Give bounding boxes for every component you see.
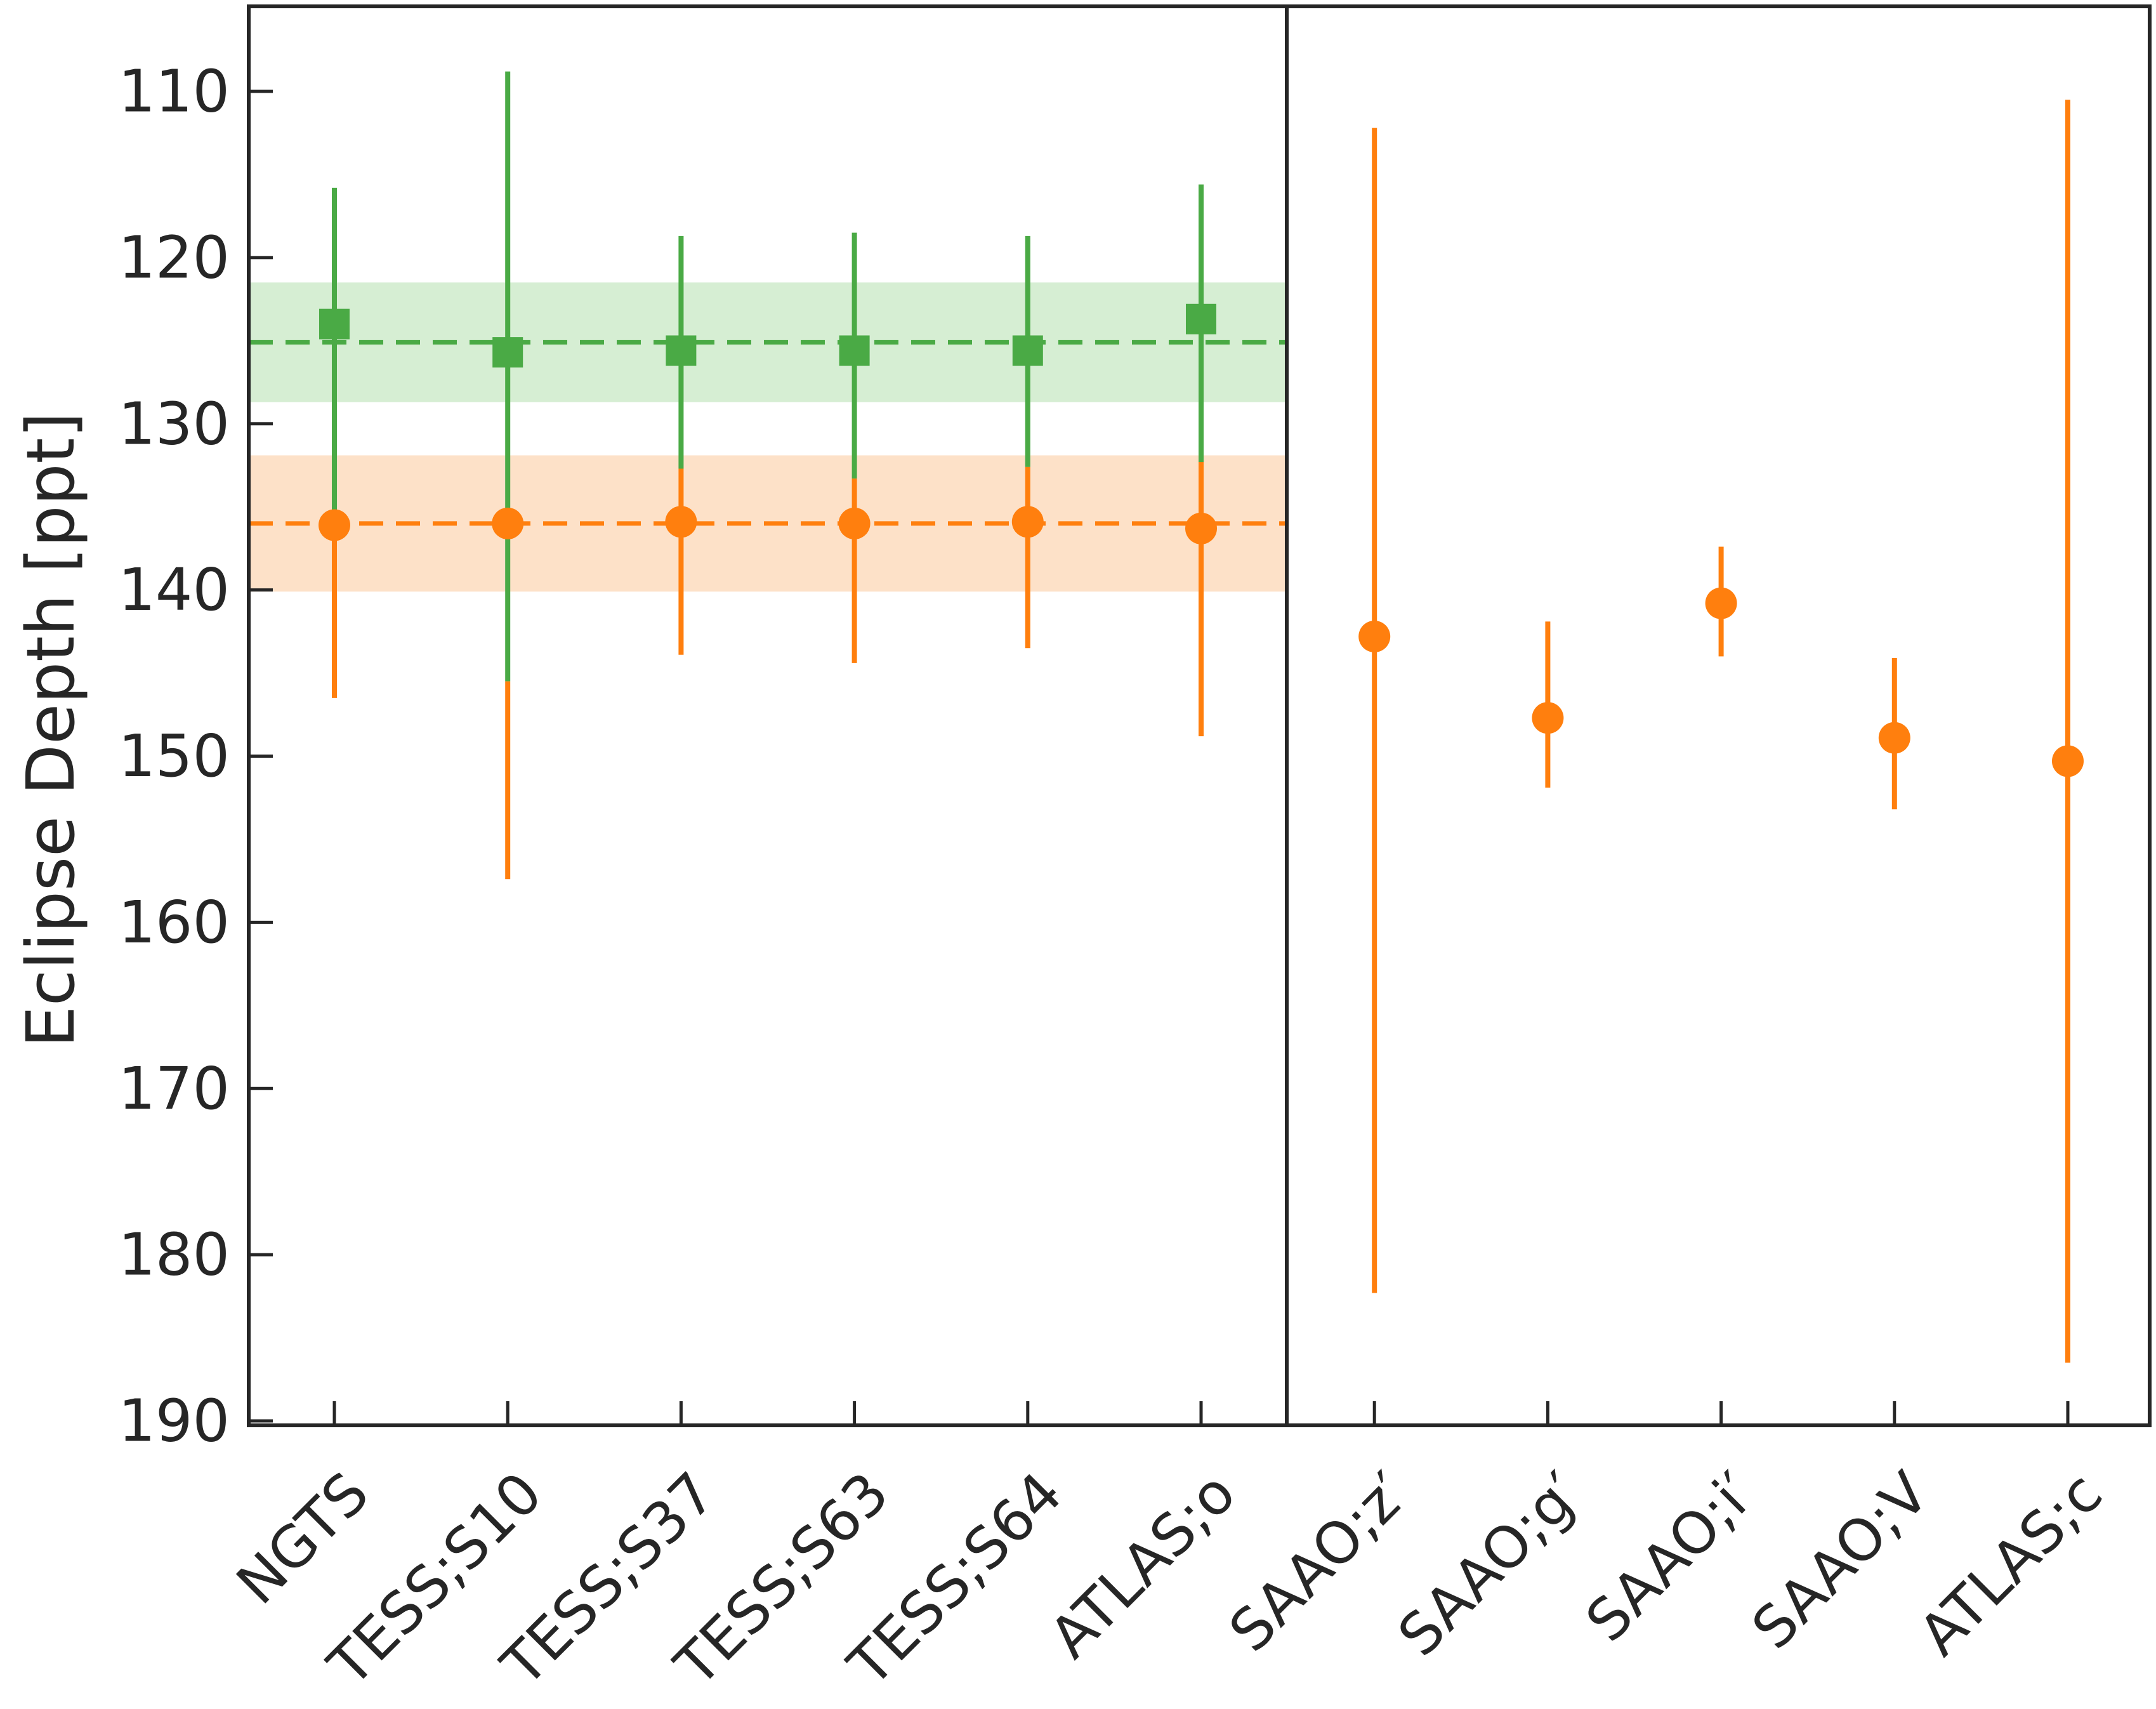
y-axis-ticks: 110 120 130 140 150 160 170 180 190 [118, 58, 273, 1455]
data-point-square [1186, 303, 1216, 334]
y-tick-label: 170 [118, 1055, 230, 1123]
data-point-square [319, 308, 350, 340]
data-point-circle [665, 506, 697, 538]
x-tick-label: SAAO;V [1740, 1460, 1942, 1662]
x-tick-label: SAAO;i′ [1574, 1460, 1768, 1654]
data-point-circle [1011, 506, 1044, 538]
data-point-circle [1705, 587, 1737, 619]
data-point-circle [1532, 702, 1564, 734]
x-axis-ticks: NGTSTESS;S10TESS;S37TESS;S63TESS;S64ATLA… [224, 1401, 2115, 1699]
data-point-square [1012, 335, 1043, 366]
data-point-circle [2052, 745, 2084, 777]
data-point-circle [1878, 722, 1910, 754]
data-point-circle [1358, 620, 1391, 652]
y-axis-label: Eclipse Depth [ppt] [12, 412, 89, 1048]
y-tick-label: 150 [118, 722, 230, 790]
y-tick-label: 120 [118, 223, 230, 291]
x-tick-label: SAAO;g′ [1386, 1460, 1595, 1669]
x-tick-label: ATLAS;o [1037, 1460, 1249, 1671]
data-point-circle [319, 509, 350, 541]
y-tick-label: 110 [118, 58, 230, 126]
plot-frame [247, 4, 2152, 1427]
x-tick-label: NGTS [224, 1460, 381, 1617]
y-tick-label: 130 [118, 390, 230, 458]
y-tick-label: 180 [118, 1221, 230, 1289]
data-point-square [666, 335, 697, 366]
data-point-square [492, 337, 523, 368]
data-point-circle [492, 507, 524, 539]
data-point-circle [1185, 512, 1217, 544]
mean-uncertainty-bands [249, 282, 1287, 592]
data-point-circle [838, 507, 871, 539]
x-tick-label: SAAO;z′ [1217, 1460, 1422, 1665]
y-tick-label: 140 [118, 556, 230, 624]
y-tick-label: 190 [118, 1387, 230, 1455]
data-point-square [839, 335, 870, 366]
y-tick-label: 160 [118, 888, 230, 956]
x-tick-label: ATLAS;c [1907, 1460, 2115, 1668]
mean-lines [249, 340, 1287, 526]
data-markers [319, 303, 2084, 777]
error-bars [332, 71, 2070, 1363]
